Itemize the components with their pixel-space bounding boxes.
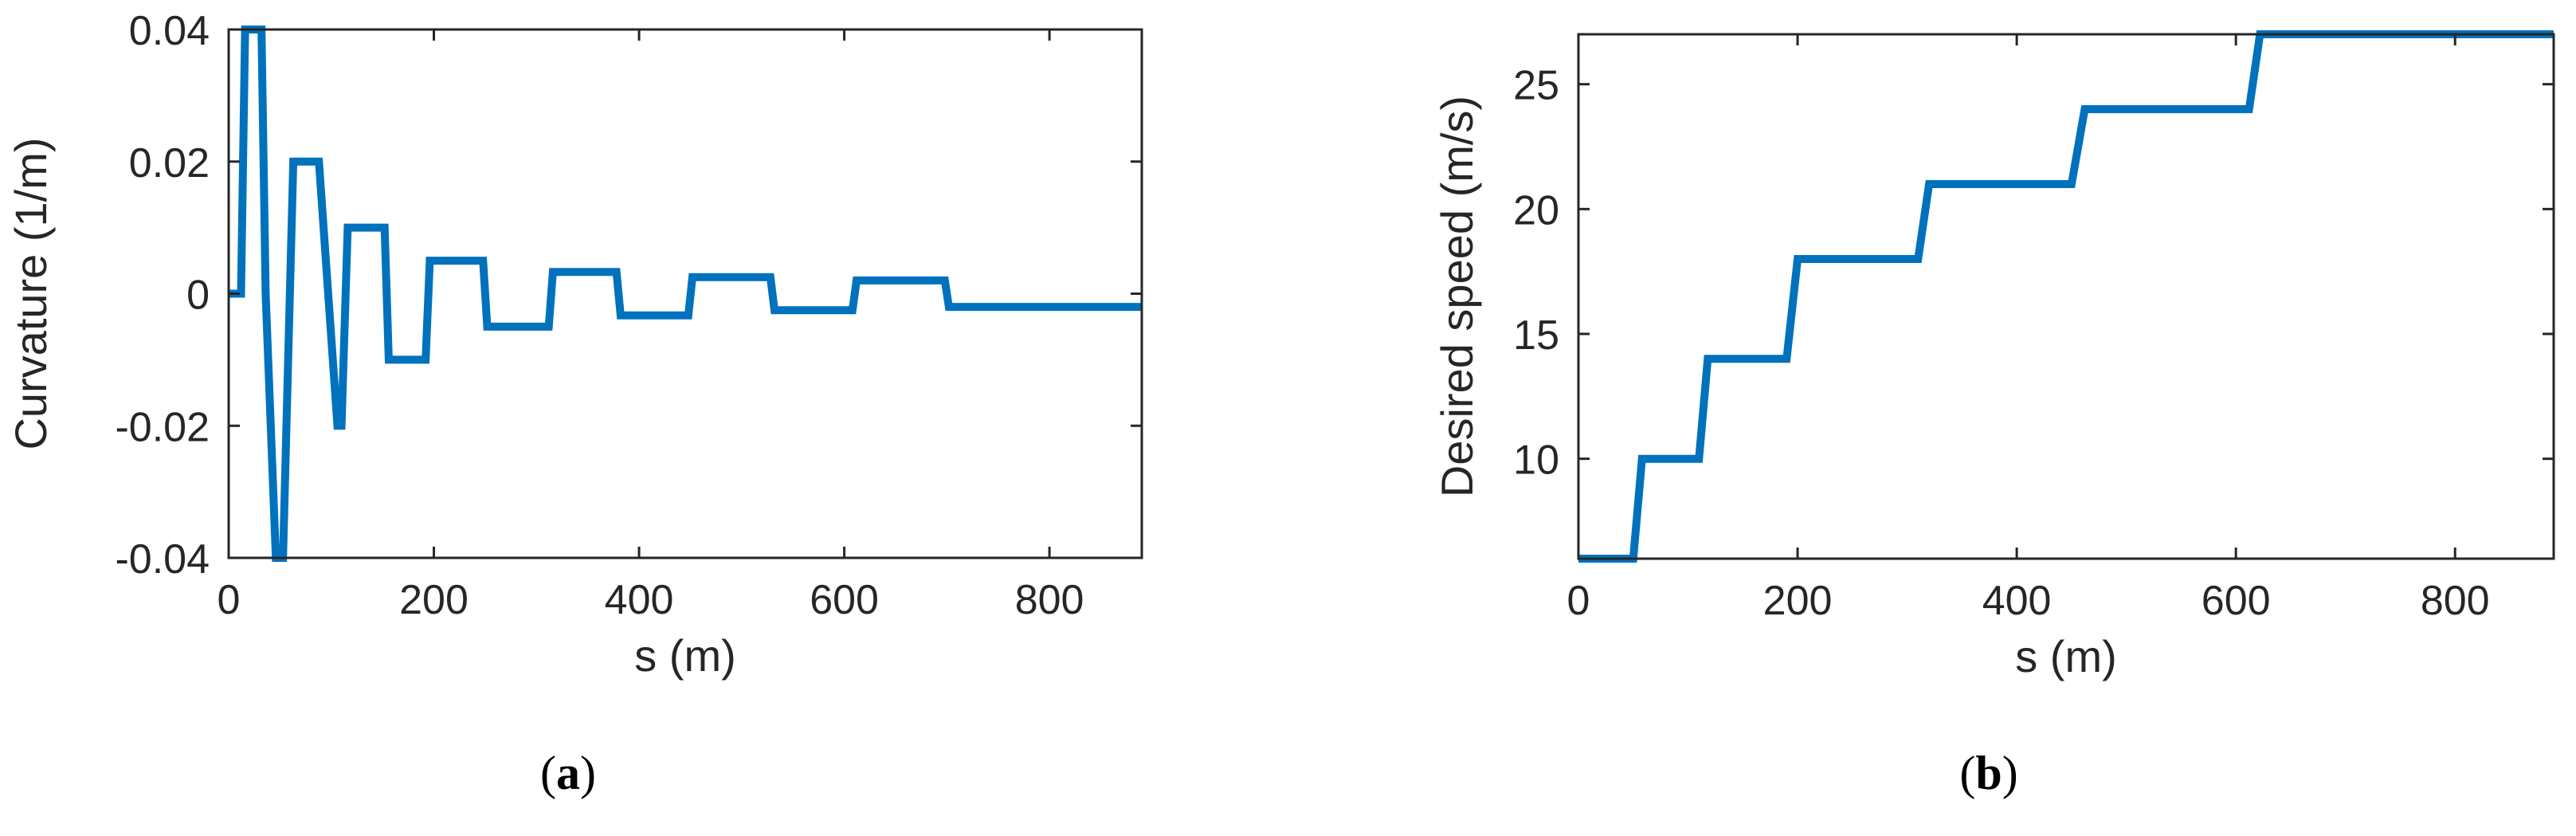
- panel-caption-b: (b): [1959, 747, 2017, 799]
- axes-frame-b: [1577, 33, 2555, 560]
- y-tick-label-a-2: 0: [186, 273, 210, 319]
- x-tick-label-a-1: 200: [399, 577, 469, 623]
- y-axis-label-b: Desired speed (m/s): [1432, 96, 1482, 497]
- x-tick-label-a-3: 600: [810, 577, 879, 623]
- x-tick-label-b-0: 0: [1567, 578, 1590, 624]
- x-tick-label-a-0: 0: [218, 577, 241, 623]
- axes-frame-a: [227, 28, 1143, 559]
- y-tick-label-b-1: 15: [1513, 312, 1559, 359]
- y-tick-label-a-3: 0.02: [129, 140, 210, 186]
- y-tick-label-b-3: 25: [1513, 63, 1559, 109]
- y-tick-label-a-0: -0.04: [115, 536, 210, 583]
- x-tick-label-b-1: 200: [1763, 578, 1833, 624]
- series-line-a-0: [229, 26, 1142, 562]
- y-tick-label-b-0: 10: [1513, 438, 1559, 484]
- y-tick-label-b-2: 20: [1513, 187, 1559, 234]
- x-axis-label-a: s (m): [634, 630, 736, 681]
- panel-caption-a: (a): [540, 747, 596, 799]
- y-tick-label-a-4: 0.04: [129, 8, 210, 54]
- y-tick-label-a-1: -0.02: [115, 404, 210, 450]
- x-tick-label-a-4: 800: [1015, 577, 1084, 623]
- chart-panel-a: 0 200 400 600 800 -0.04 -0.02 0 0.02 0.04 s (m) Cur…: [6, 8, 1143, 681]
- x-axis-label-b: s (m): [2015, 631, 2117, 681]
- x-tick-label-a-2: 400: [605, 577, 674, 623]
- series-line-b-0: [1578, 30, 2554, 563]
- y-axis-label-a: Curvature (1/m): [6, 137, 56, 449]
- x-tick-label-b-2: 400: [1982, 578, 2052, 624]
- x-tick-label-b-4: 800: [2421, 578, 2490, 624]
- chart-panel-b: 0 200 400 600 800 10 15 20 25 s (m) Desired speed …: [1432, 30, 2555, 681]
- x-tick-label-b-3: 600: [2202, 578, 2271, 624]
